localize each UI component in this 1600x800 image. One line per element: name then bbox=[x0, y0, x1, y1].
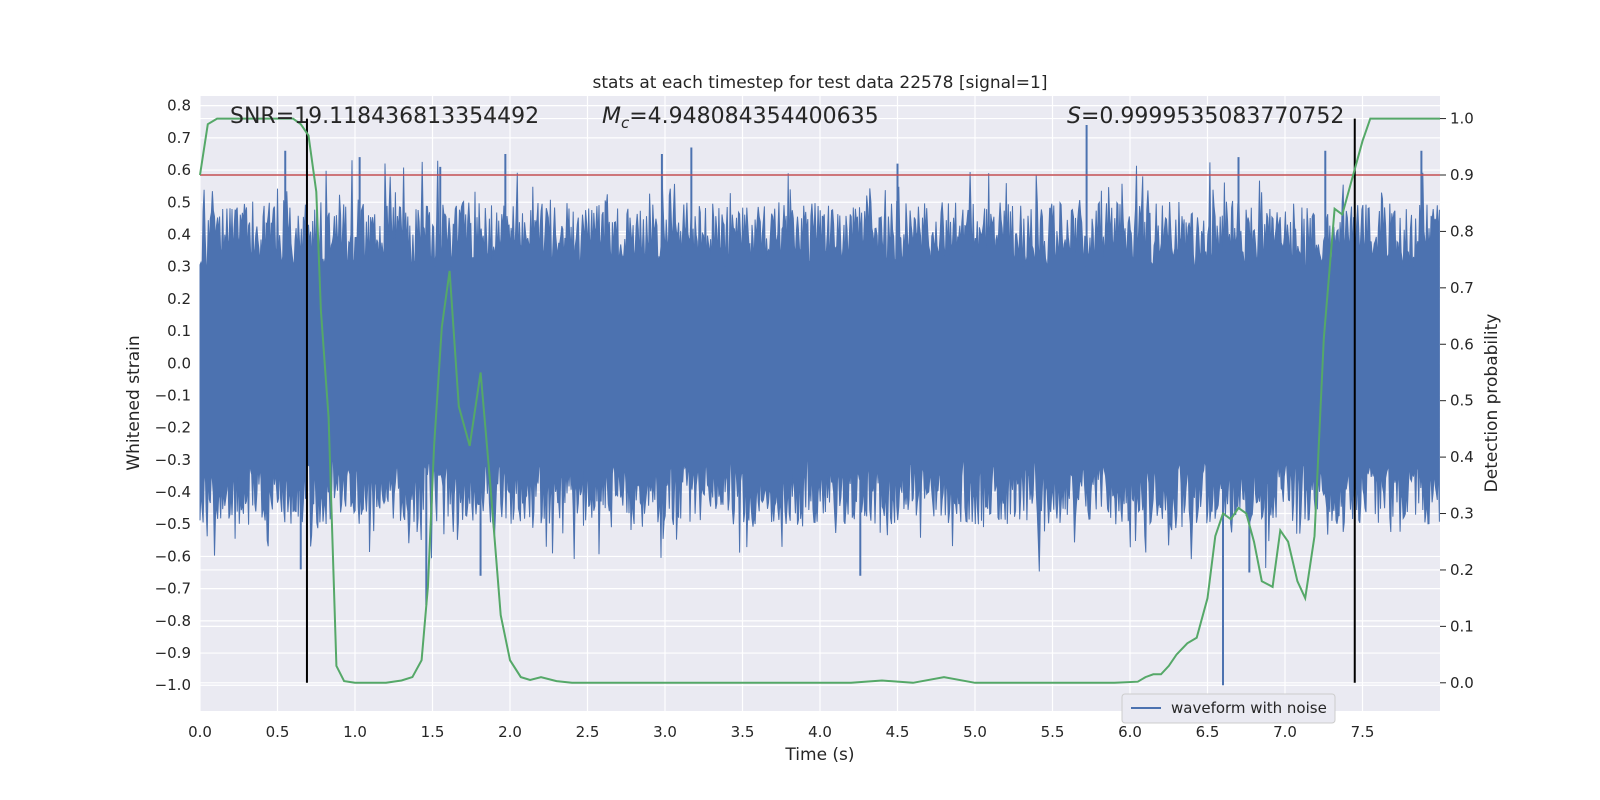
x-tick-label: 6.5 bbox=[1196, 723, 1220, 741]
y-tick-label-right: 0.6 bbox=[1450, 335, 1474, 353]
score-symbol: S bbox=[1067, 104, 1081, 129]
y-tick-label-left: 0.7 bbox=[167, 129, 191, 147]
y-tick-label-left: −0.9 bbox=[155, 644, 191, 662]
x-tick-label: 2.0 bbox=[498, 723, 522, 741]
chirp-mass-symbol: M bbox=[602, 104, 621, 129]
y-axis-label-left: Whitened strain bbox=[124, 335, 144, 470]
y-tick-label-left: 0.5 bbox=[167, 193, 191, 211]
x-tick-label: 2.5 bbox=[576, 723, 600, 741]
y-tick-label-left: −0.2 bbox=[155, 419, 191, 437]
chirp-mass-annotation: Mc=4.948084354400635 bbox=[602, 104, 879, 132]
y-tick-label-left: −1.0 bbox=[155, 676, 191, 694]
y-tick-label-left: −0.4 bbox=[155, 483, 191, 501]
y-tick-label-left: −0.7 bbox=[155, 580, 191, 598]
y-tick-label-right: 0.8 bbox=[1450, 222, 1474, 240]
y-axis-label-right: Detection probability bbox=[1482, 314, 1502, 493]
y-tick-label-left: 0.4 bbox=[167, 225, 191, 243]
legend: waveform with noise bbox=[1121, 693, 1336, 724]
chirp-mass-subscript: c bbox=[621, 114, 630, 132]
x-tick-label: 1.0 bbox=[343, 723, 367, 741]
y-tick-label-right: 0.2 bbox=[1450, 561, 1474, 579]
y-tick-label-right: 0.9 bbox=[1450, 166, 1474, 184]
x-tick-label: 7.0 bbox=[1273, 723, 1297, 741]
y-tick-label-left: −0.1 bbox=[155, 386, 191, 404]
legend-label: waveform with noise bbox=[1171, 699, 1327, 717]
y-tick-label-left: −0.8 bbox=[155, 612, 191, 630]
x-axis-label: Time (s) bbox=[784, 745, 854, 765]
y-tick-label-left: 0.2 bbox=[167, 290, 191, 308]
y-tick-label-left: 0.0 bbox=[167, 354, 191, 372]
y-tick-label-right: 0.1 bbox=[1450, 617, 1474, 635]
y-tick-label-right: 1.0 bbox=[1450, 110, 1474, 128]
axes: 0.0 0.5 1.0 1.5 2.0 2.5 3.0 3.5 4.0 4.5 5.0 5.5 6.0 6… bbox=[155, 97, 1474, 741]
score-value: =0.9999535083770752 bbox=[1081, 104, 1344, 129]
y-tick-label-right: 0.4 bbox=[1450, 448, 1474, 466]
x-tick-label: 3.5 bbox=[731, 723, 755, 741]
x-tick-label: 6.0 bbox=[1118, 723, 1142, 741]
y-tick-label-right: 0.3 bbox=[1450, 505, 1474, 523]
x-tick-label: 5.5 bbox=[1041, 723, 1065, 741]
y-tick-label-right: 0.0 bbox=[1450, 674, 1474, 692]
chirp-mass-value: =4.948084354400635 bbox=[629, 104, 878, 129]
y-tick-label-left: −0.3 bbox=[155, 451, 191, 469]
y-tick-label-left: 0.8 bbox=[167, 97, 191, 115]
x-tick-label: 1.5 bbox=[421, 723, 445, 741]
probability-curve bbox=[199, 117, 1440, 684]
y-tick-label-right: 0.7 bbox=[1450, 279, 1474, 297]
score-annotation: S=0.9999535083770752 bbox=[1067, 104, 1344, 129]
y-tick-label-left: 0.1 bbox=[167, 322, 191, 340]
y-tick-label-right: 0.5 bbox=[1450, 392, 1474, 410]
chart-title: stats at each timestep for test data 225… bbox=[593, 73, 1048, 93]
x-tick-label: 0.0 bbox=[188, 723, 212, 741]
legend-box bbox=[1121, 693, 1336, 724]
snr-annotation: SNR=19.118436813354492 bbox=[230, 104, 539, 129]
x-tick-label: 4.5 bbox=[886, 723, 910, 741]
y-tick-label-left: 0.6 bbox=[167, 161, 191, 179]
overlay-lines bbox=[199, 117, 1440, 684]
x-tick-label: 4.0 bbox=[808, 723, 832, 741]
y-tick-label-left: 0.3 bbox=[167, 258, 191, 276]
x-tick-label: 5.0 bbox=[963, 723, 987, 741]
waveform-core bbox=[200, 266, 1440, 460]
x-tick-label: 3.0 bbox=[653, 723, 677, 741]
waveform-series bbox=[199, 124, 1440, 686]
y-tick-label-left: −0.6 bbox=[155, 547, 191, 565]
x-tick-label: 7.5 bbox=[1351, 723, 1375, 741]
y-tick-label-left: −0.5 bbox=[155, 515, 191, 533]
x-tick-label: 0.5 bbox=[266, 723, 290, 741]
